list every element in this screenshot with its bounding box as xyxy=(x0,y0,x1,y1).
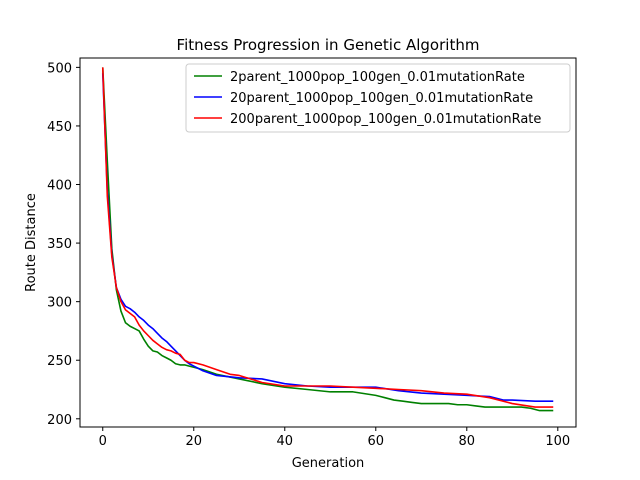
x-tick-label: 0 xyxy=(99,434,107,449)
series-line-2 xyxy=(101,73,554,403)
x-tick-label: 60 xyxy=(368,434,385,449)
y-tick-label: 300 xyxy=(47,296,72,311)
series-layer xyxy=(101,67,554,412)
x-tick-label: 80 xyxy=(459,434,476,449)
y-tick-label: 250 xyxy=(47,354,72,369)
y-tick-label: 200 xyxy=(47,413,72,428)
legend-box xyxy=(185,63,571,133)
y-tick-label: 500 xyxy=(47,61,72,76)
y-tick-label: 350 xyxy=(47,237,72,252)
x-tick-label: 100 xyxy=(545,434,570,449)
legend-label-3: 200parent_1000pop_100gen_0.01mutationRat… xyxy=(230,112,541,127)
legend-label-1: 2parent_1000pop_100gen_0.01mutationRate xyxy=(230,70,525,85)
y-axis-title: Route Distance xyxy=(24,193,39,292)
series-line-3 xyxy=(101,67,554,408)
x-tick-label: 40 xyxy=(276,434,293,449)
series-line-1 xyxy=(101,67,554,412)
y-tick-label: 450 xyxy=(47,120,72,135)
x-axis-title: Generation xyxy=(292,456,365,471)
plot-frame xyxy=(79,57,577,428)
y-axis: 200 250 300 350 400 450 500 xyxy=(47,61,80,428)
y-tick-label: 400 xyxy=(47,179,72,194)
chart-title: Fitness Progression in Genetic Algorithm xyxy=(177,36,480,54)
x-tick-label: 20 xyxy=(185,434,202,449)
legend-label-2: 20parent_1000pop_100gen_0.01mutationRate xyxy=(230,91,533,106)
legend: 2parent_1000pop_100gen_0.01mutationRate 2… xyxy=(185,63,571,133)
x-axis: 0 20 40 60 80 100 xyxy=(99,427,570,449)
